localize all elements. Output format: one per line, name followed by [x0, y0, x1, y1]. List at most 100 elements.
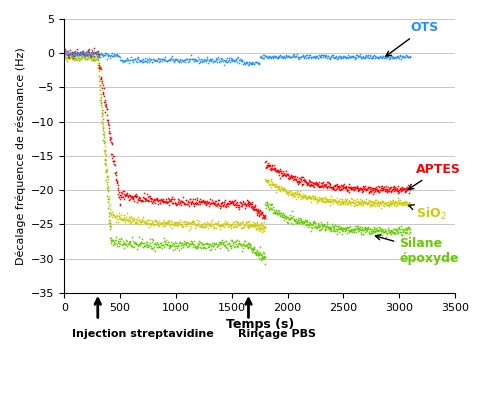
Point — [355, 200, 363, 207]
Point — [165, 196, 173, 203]
Point — [128, 57, 136, 64]
Point — [222, 202, 230, 208]
Point — [230, 202, 238, 208]
Point — [305, 54, 313, 60]
Point — [186, 240, 194, 247]
Point — [136, 195, 144, 201]
Point — [170, 220, 178, 226]
Point — [109, 158, 117, 164]
Point — [96, 54, 104, 60]
Point — [353, 196, 361, 202]
Point — [191, 196, 199, 202]
Point — [234, 243, 242, 250]
Point — [351, 54, 359, 60]
Point — [207, 223, 215, 229]
Point — [175, 59, 182, 65]
Point — [296, 188, 303, 194]
Point — [356, 226, 364, 233]
Point — [240, 199, 247, 205]
Point — [292, 216, 300, 222]
Point — [390, 230, 397, 237]
Point — [350, 229, 358, 236]
Point — [400, 186, 408, 192]
Point — [389, 186, 397, 192]
Point — [368, 198, 376, 204]
Point — [182, 197, 190, 203]
Point — [105, 52, 112, 59]
Point — [336, 201, 344, 207]
Point — [115, 187, 122, 194]
Point — [402, 52, 410, 59]
Point — [118, 235, 125, 241]
Point — [78, 48, 86, 54]
Point — [371, 186, 379, 192]
Point — [204, 225, 212, 231]
Point — [319, 199, 327, 206]
Point — [243, 197, 251, 203]
Point — [378, 54, 386, 60]
Point — [73, 54, 81, 61]
Point — [399, 185, 407, 192]
Point — [373, 200, 381, 206]
Point — [275, 53, 283, 60]
Point — [341, 224, 349, 231]
Point — [259, 224, 267, 231]
Point — [136, 216, 143, 222]
Point — [95, 64, 103, 70]
Point — [144, 198, 152, 204]
Point — [296, 174, 303, 181]
Point — [259, 255, 267, 262]
Point — [232, 57, 240, 63]
Point — [126, 220, 134, 226]
Point — [228, 56, 236, 63]
Point — [362, 199, 369, 206]
Point — [304, 224, 312, 230]
Point — [291, 176, 299, 182]
Point — [147, 198, 154, 204]
Point — [126, 238, 134, 244]
Point — [393, 226, 400, 232]
Point — [404, 182, 412, 188]
Point — [180, 242, 187, 248]
Point — [321, 226, 329, 232]
Point — [362, 186, 369, 193]
Point — [319, 53, 327, 60]
Point — [279, 168, 287, 174]
Point — [233, 237, 241, 244]
Point — [70, 53, 77, 59]
Point — [105, 52, 113, 58]
Point — [406, 53, 414, 60]
Point — [191, 56, 199, 62]
Point — [268, 165, 275, 171]
Point — [275, 183, 283, 190]
Point — [337, 186, 345, 192]
Point — [362, 52, 370, 58]
Point — [240, 224, 247, 230]
Point — [401, 189, 408, 195]
Point — [125, 196, 133, 203]
Point — [101, 142, 109, 149]
Point — [119, 238, 126, 244]
Point — [398, 54, 406, 61]
Point — [285, 54, 293, 60]
Point — [102, 151, 109, 157]
Point — [225, 57, 232, 63]
Point — [186, 222, 194, 229]
Point — [264, 160, 272, 166]
Point — [380, 229, 388, 235]
Point — [256, 250, 263, 256]
Point — [206, 56, 214, 62]
Point — [392, 226, 399, 232]
Point — [257, 211, 265, 218]
Point — [384, 188, 392, 194]
Point — [207, 200, 214, 206]
Point — [212, 54, 219, 61]
Point — [75, 56, 83, 63]
Point — [397, 188, 405, 194]
Point — [158, 55, 166, 62]
Point — [173, 220, 181, 226]
Point — [122, 241, 130, 248]
Point — [187, 199, 195, 205]
Point — [126, 239, 134, 245]
Point — [130, 240, 138, 246]
